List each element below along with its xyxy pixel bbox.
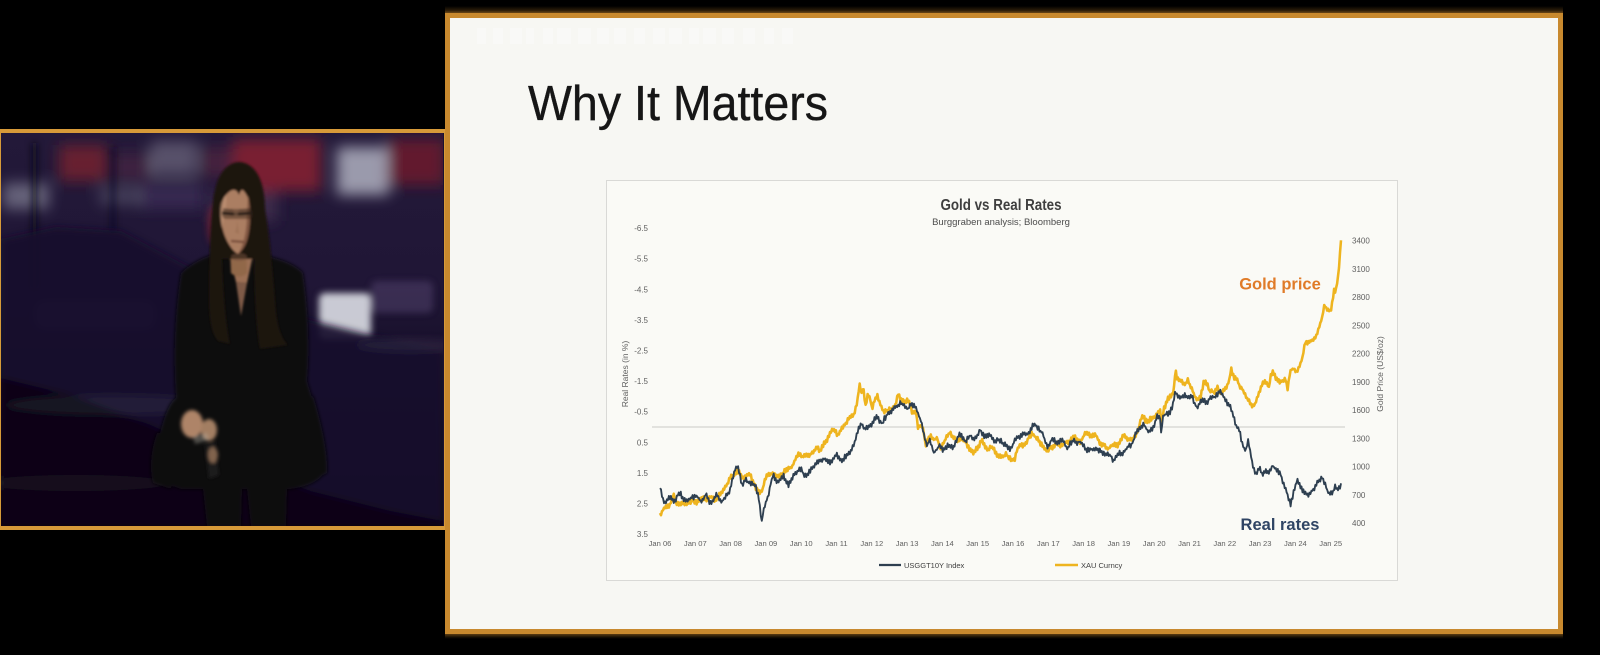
svg-text:1600: 1600 — [1352, 406, 1370, 415]
svg-text:USGGT10Y Index: USGGT10Y Index — [904, 561, 965, 570]
svg-text:Jan 17: Jan 17 — [1037, 539, 1060, 548]
svg-text:2800: 2800 — [1352, 293, 1370, 302]
svg-text:1.5: 1.5 — [637, 469, 649, 478]
svg-text:1000: 1000 — [1352, 463, 1370, 472]
svg-text:-2.5: -2.5 — [634, 347, 648, 356]
svg-text:Jan 15: Jan 15 — [966, 539, 989, 548]
svg-text:-5.5: -5.5 — [634, 255, 648, 264]
svg-text:Jan 23: Jan 23 — [1249, 539, 1272, 548]
svg-text:Gold Price (US$/oz): Gold Price (US$/oz) — [1375, 336, 1385, 412]
svg-text:Jan 07: Jan 07 — [684, 539, 707, 548]
svg-text:Jan 18: Jan 18 — [1072, 539, 1095, 548]
svg-text:3400: 3400 — [1352, 237, 1370, 246]
svg-text:Jan 08: Jan 08 — [719, 539, 742, 548]
svg-text:1900: 1900 — [1352, 378, 1370, 387]
svg-text:Jan 24: Jan 24 — [1284, 539, 1307, 548]
svg-text:XAU Curncy: XAU Curncy — [1081, 561, 1123, 570]
svg-text:-0.5: -0.5 — [634, 408, 648, 417]
svg-text:Jan 16: Jan 16 — [1002, 539, 1025, 548]
svg-text:Jan 19: Jan 19 — [1107, 539, 1130, 548]
svg-text:400: 400 — [1352, 519, 1366, 528]
svg-text:Jan 21: Jan 21 — [1178, 539, 1201, 548]
svg-text:Jan 20: Jan 20 — [1143, 539, 1166, 548]
svg-text:Jan 14: Jan 14 — [931, 539, 954, 548]
svg-text:Real rates: Real rates — [1241, 516, 1320, 534]
svg-text:Jan 10: Jan 10 — [790, 539, 813, 548]
svg-text:2.5: 2.5 — [637, 500, 649, 509]
svg-text:Gold vs Real Rates: Gold vs Real Rates — [941, 197, 1062, 214]
svg-text:Burggraben analysis; Bloomberg: Burggraben analysis; Bloomberg — [932, 217, 1070, 228]
svg-text:3.5: 3.5 — [637, 530, 649, 539]
svg-text:Gold price: Gold price — [1239, 276, 1321, 294]
svg-text:Real Rates (in %): Real Rates (in %) — [620, 341, 630, 408]
svg-text:Jan 25: Jan 25 — [1319, 539, 1342, 548]
svg-text:0.5: 0.5 — [637, 438, 649, 447]
svg-text:-4.5: -4.5 — [634, 285, 648, 294]
svg-text:Jan 12: Jan 12 — [860, 539, 883, 548]
svg-text:-3.5: -3.5 — [634, 316, 648, 325]
svg-text:2200: 2200 — [1352, 350, 1370, 359]
svg-text:-6.5: -6.5 — [634, 224, 648, 233]
svg-text:3100: 3100 — [1352, 265, 1370, 274]
svg-text:2500: 2500 — [1352, 321, 1370, 330]
svg-text:700: 700 — [1352, 491, 1366, 500]
svg-text:1300: 1300 — [1352, 434, 1370, 443]
svg-text:Jan 06: Jan 06 — [649, 539, 672, 548]
svg-text:Jan 09: Jan 09 — [754, 539, 777, 548]
svg-text:-1.5: -1.5 — [634, 377, 648, 386]
svg-text:Jan 11: Jan 11 — [825, 539, 847, 548]
svg-text:Jan 22: Jan 22 — [1213, 539, 1236, 548]
svg-text:Jan 13: Jan 13 — [896, 539, 919, 548]
